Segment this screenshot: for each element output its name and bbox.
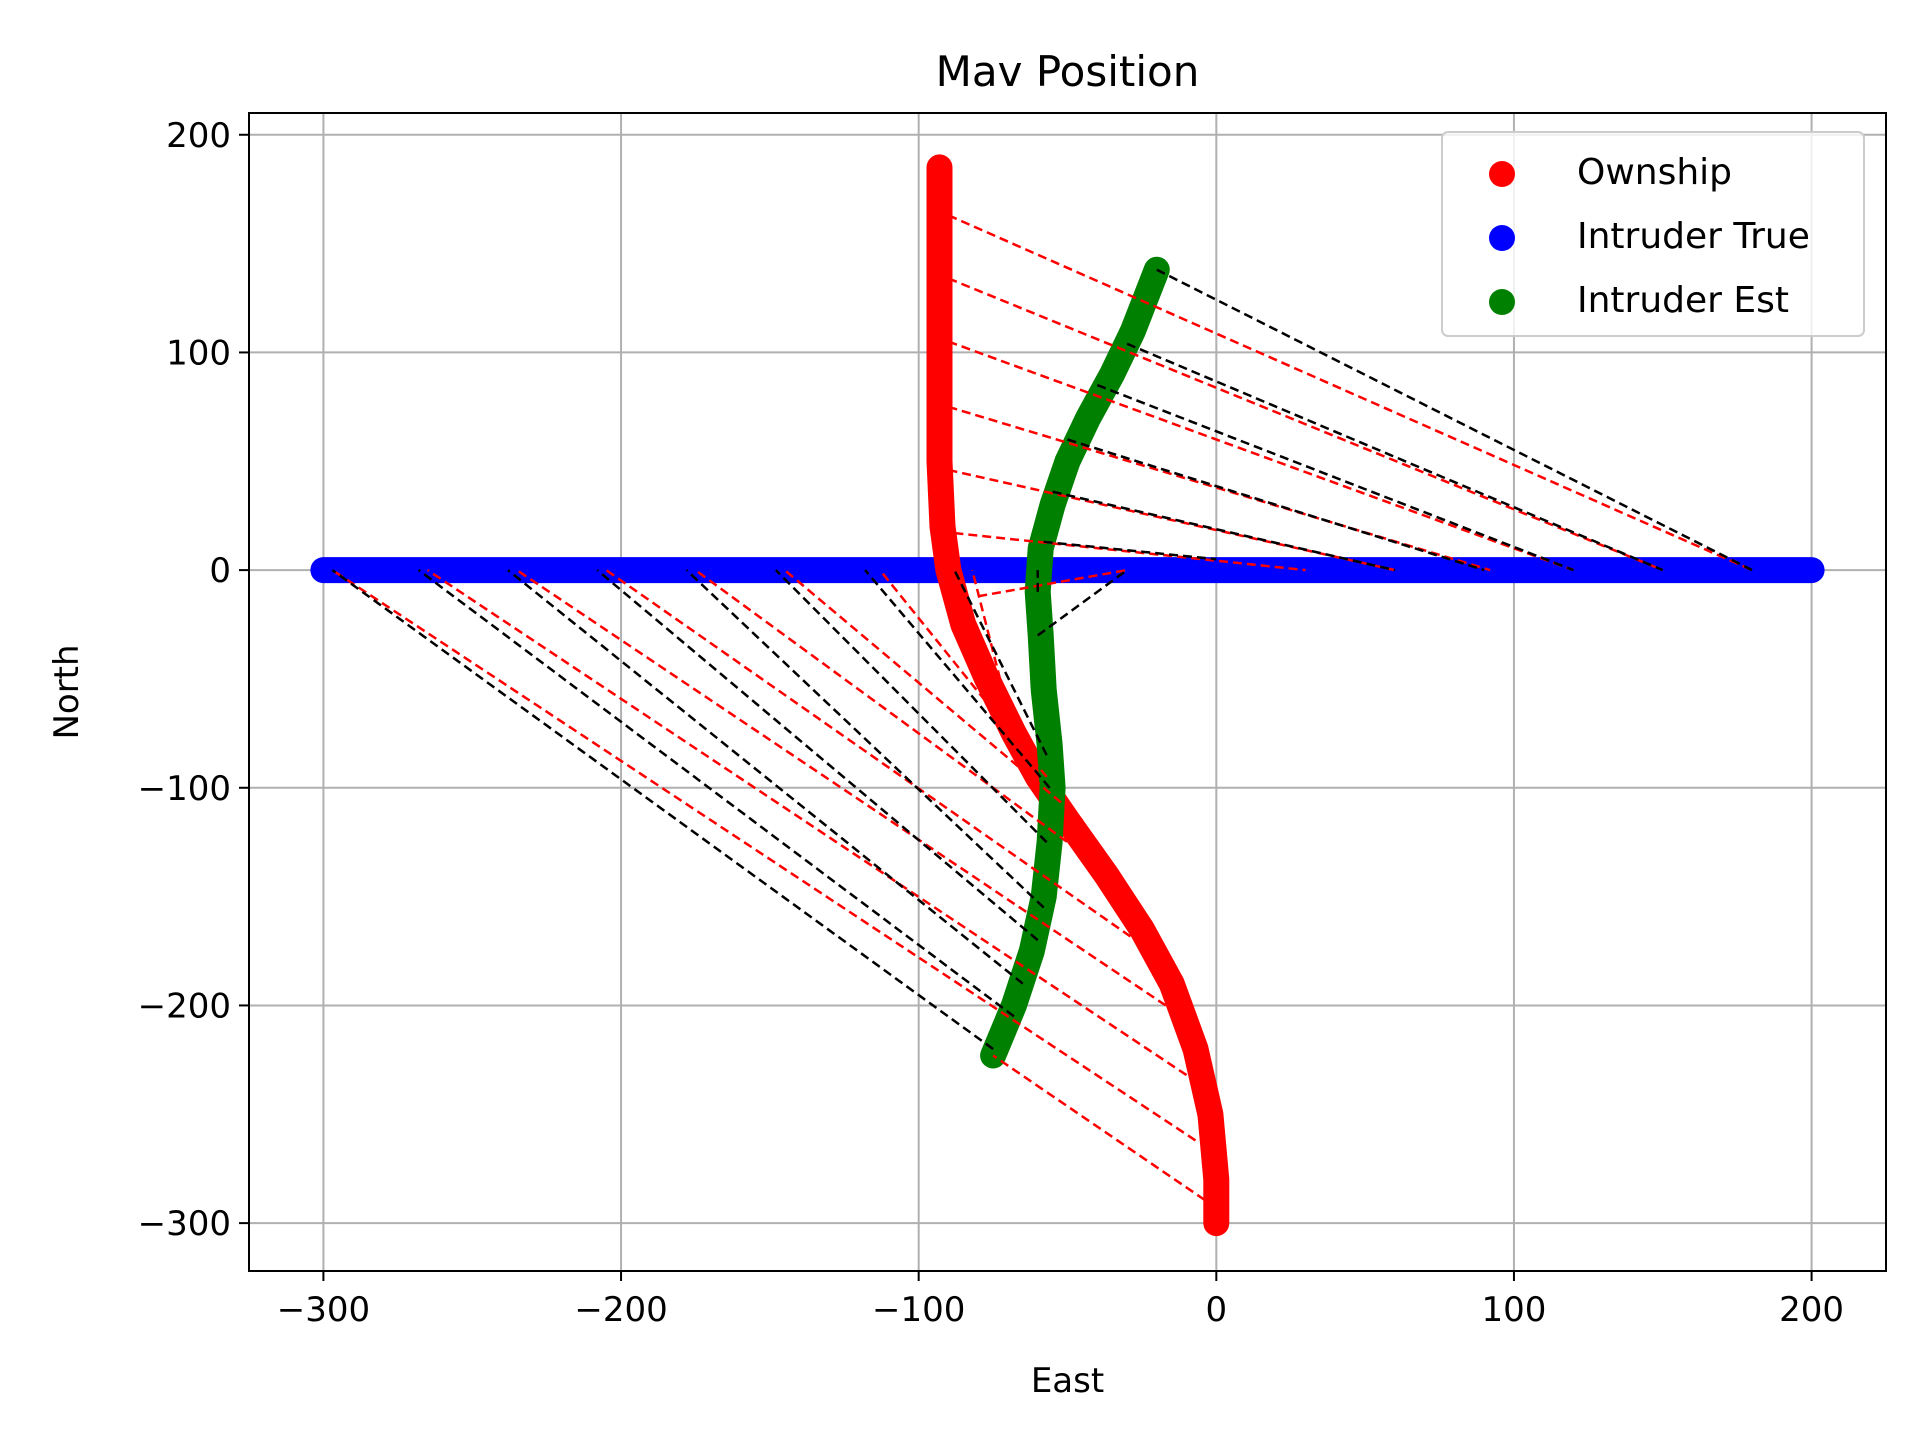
series-ownship: [926, 154, 1230, 1237]
ownship-dashed-line: [605, 569, 1143, 946]
estimate-dashed-line: [774, 569, 1048, 844]
x-tick-label: −300: [277, 1290, 370, 1330]
x-axis-label: East: [1031, 1361, 1104, 1401]
ownship-dashed-line: [947, 214, 1753, 572]
legend-label-ownship: Ownship: [1577, 152, 1732, 193]
legend: Ownship Intruder True Intruder Est: [1441, 131, 1865, 337]
ownship-dashed-line: [694, 569, 1113, 876]
ticks: −300 −200 −100 0 100 200 −300 −200 −100 0 100 200: [138, 116, 1844, 1330]
estimate-dashed-line: [953, 569, 1048, 756]
x-tick-label: 200: [1779, 1290, 1844, 1330]
estimate-dashed-line: [417, 569, 1015, 1018]
estimate-dashed-line: [1052, 490, 1396, 572]
ownship-dashed-line: [947, 277, 1664, 572]
x-tick-label: 0: [1205, 1290, 1227, 1330]
legend-label-intruder-est: Intruder Est: [1577, 280, 1789, 321]
y-tick-label: 0: [209, 551, 231, 591]
estimate-dashed-line: [1067, 438, 1485, 572]
legend-marker-intruder-est: [1489, 289, 1515, 315]
y-tick-label: −300: [138, 1204, 231, 1244]
ownship-dashed-line: [992, 1054, 1218, 1209]
legend-label-intruder-true: Intruder True: [1577, 216, 1810, 257]
x-tick-label: −200: [574, 1290, 667, 1330]
y-tick-label: −100: [138, 769, 231, 809]
legend-marker-ownship: [1489, 161, 1515, 187]
axes-frame: [248, 112, 1887, 1272]
plot-area: [310, 154, 1825, 1237]
estimate-dashed-line: [1126, 342, 1664, 572]
y-tick-label: −200: [138, 986, 231, 1026]
series-intruder-est: [980, 256, 1170, 1069]
y-tick-label: 100: [166, 333, 231, 373]
legend-marker-intruder-true: [1489, 225, 1515, 251]
ownship-dashed-line: [426, 569, 1188, 1077]
estimate-dashed-line: [596, 569, 1039, 942]
chart-title: Mav Position: [936, 47, 1200, 96]
estimate-dashed-line: [1043, 540, 1217, 561]
estimate-dashed-line: [685, 569, 1045, 909]
estimate-dashed-line: [507, 569, 1024, 985]
x-tick-label: −100: [872, 1290, 965, 1330]
y-axis-label: North: [47, 644, 87, 739]
ownship-dashed-line: [948, 340, 1574, 572]
estimate-dashed-line: [1036, 569, 1128, 637]
ownship-dashed-line: [331, 569, 1197, 1142]
y-tick-label: 200: [166, 116, 231, 156]
estimate-dashed-line: [331, 569, 994, 1050]
estimate-dashed-line: [1096, 383, 1574, 572]
ownship-dashed-line: [783, 569, 1084, 822]
ownship-dashed-line: [516, 569, 1167, 1007]
ownship-dashed-line: [977, 568, 1128, 598]
x-tick-label: 100: [1482, 1290, 1547, 1330]
ownship-dashed-line: [879, 569, 1048, 778]
ownship-dashed-line: [948, 405, 1491, 572]
legend-box: [1441, 131, 1865, 337]
estimate-dashed-line: [864, 569, 1051, 789]
